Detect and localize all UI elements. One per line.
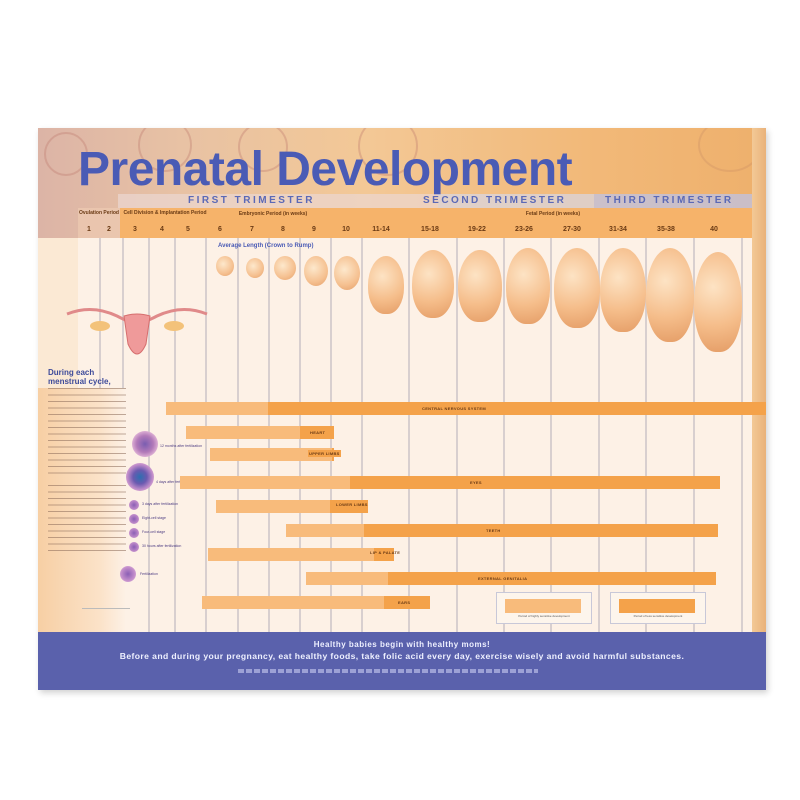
cell-stage-caption: Four-cell stage (142, 530, 166, 534)
week-7: 7 (250, 226, 254, 233)
blastocyst-icon (132, 431, 158, 457)
fetus-week-23-26-illustration (506, 248, 550, 324)
fetus-week-35-38-illustration (646, 248, 694, 342)
week-35-38: 35-38 (657, 226, 675, 233)
week-3: 3 (133, 226, 137, 233)
reference-note (82, 608, 130, 627)
ovulation-period-label: Ovulation Period (78, 210, 119, 216)
grid-line (456, 238, 458, 632)
bar-ears: EARS (202, 596, 430, 609)
week-15-18: 15-18 (421, 226, 439, 233)
week-4: 4 (160, 226, 164, 233)
cell-stage-icon (129, 514, 139, 524)
implantation-description (48, 485, 126, 551)
fetus-week-31-34-illustration (600, 248, 646, 332)
morula-icon (126, 463, 154, 491)
week-5: 5 (186, 226, 190, 233)
bar-teeth: TEETH (286, 524, 718, 537)
prenatal-development-poster: Prenatal Development FIRST TRIMESTER SEC… (38, 128, 766, 690)
third-trimester-band (594, 194, 766, 208)
footer-headline: Healthy babies begin with healthy moms! (313, 640, 491, 649)
embryo-week-7-illustration (246, 258, 264, 278)
cell-division-period-label: Cell Division & Implantation Period (123, 210, 207, 216)
fetus-week-15-18-illustration (412, 250, 454, 318)
cell-stage-caption: 3 days after fertilization (142, 502, 178, 506)
uterus-illustration (66, 308, 208, 355)
week-23-26: 23-26 (515, 226, 533, 233)
fetus-week-11-14-illustration (368, 256, 404, 314)
bar-external-genitalia: EXTERNAL GENITALIA (306, 572, 716, 585)
first-trimester-label: FIRST TRIMESTER (188, 195, 315, 206)
week-9: 9 (312, 226, 316, 233)
legend-highly-sensitive: Period of highly sensitive development (496, 592, 592, 624)
week-6: 6 (218, 226, 222, 233)
legend-text: Period of less sensitive development (633, 614, 683, 618)
cell-decoration (138, 128, 192, 172)
grid-line (174, 238, 176, 632)
bar-heart: HEART (186, 426, 334, 439)
bar-central-nervous-system: CENTRAL NERVOUS SYSTEM (166, 402, 766, 415)
cell-stage-caption: Fertilization (140, 572, 158, 576)
legend-less-sensitive: Period of less sensitive development (610, 592, 706, 624)
embryonic-period-label: Embryonic Period (in weeks) (238, 211, 308, 217)
bar-eyes: EYES (180, 476, 720, 489)
week-27-30: 27-30 (563, 226, 581, 233)
cell-stage-icon (129, 542, 139, 552)
menstrual-cycle-heading: During each menstrual cycle, (48, 368, 111, 386)
grid-line (598, 238, 600, 632)
grid-line (550, 238, 552, 632)
grid-line (693, 238, 695, 632)
cell-stage-caption: 30 hours after fertilization (142, 544, 182, 548)
week-1: 1 (87, 226, 91, 233)
footer-advice: Before and during your pregnancy, eat he… (119, 651, 685, 661)
fetus-week-19-22-illustration (458, 250, 502, 322)
embryo-week-8-illustration (274, 256, 296, 280)
week-19-22: 19-22 (468, 226, 486, 233)
cell-stage-icon (129, 500, 139, 510)
first-trimester-band (118, 194, 438, 208)
grid-line (408, 238, 410, 632)
bar-upper-limbs: UPPER LIMBS (210, 448, 341, 461)
embryo-week-6-illustration (216, 256, 234, 276)
embryo-week-9-illustration (304, 256, 328, 286)
grid-line (361, 238, 363, 632)
cell-stage-icon (129, 528, 139, 538)
second-trimester-band (438, 194, 594, 208)
week-8: 8 (281, 226, 285, 233)
footer-banner: Healthy babies begin with healthy moms! … (38, 632, 766, 690)
cell-stage-caption: 4 days after fertilization (156, 480, 192, 484)
grid-line (741, 238, 743, 632)
week-40: 40 (710, 226, 718, 233)
legend-swatch-light (505, 599, 581, 613)
publisher-credit (238, 669, 538, 673)
fetus-week-27-30-illustration (554, 248, 600, 328)
fetus-week-10-illustration (334, 256, 360, 290)
week-11-14: 11-14 (372, 226, 390, 233)
bar-lower-limbs: LOWER LIMBS (216, 500, 368, 513)
cell-stage-caption: 12 months after fertilization (160, 444, 203, 448)
week-2: 2 (107, 226, 111, 233)
fetus-week-40-illustration (694, 252, 742, 352)
cell-stage-caption: Eight-cell stage (142, 516, 166, 520)
cell-decoration (238, 128, 288, 172)
second-trimester-label: SECOND TRIMESTER (423, 195, 567, 206)
menstrual-cycle-description (48, 388, 126, 478)
cell-decoration (44, 132, 88, 176)
ovulation-header (78, 208, 120, 238)
grid-line (503, 238, 505, 632)
page-title: Prenatal Development (78, 143, 573, 196)
week-10: 10 (342, 226, 350, 233)
legend-swatch-dark (619, 599, 695, 613)
average-length-label: Average Length (Crown to Rump) (218, 243, 314, 249)
bar-lip-palate: LIP & PALATE (208, 548, 400, 561)
week-header-band (120, 208, 766, 238)
cell-decoration (358, 128, 418, 176)
legend-text: Period of highly sensitive development (518, 614, 570, 618)
poster-right-edge (752, 128, 766, 632)
third-trimester-label: THIRD TRIMESTER (605, 195, 734, 206)
grid-line (645, 238, 647, 632)
fetal-period-label: Fetal Period (in weeks) (525, 211, 581, 217)
week-31-34: 31-34 (609, 226, 627, 233)
fertilization-icon (120, 566, 136, 582)
